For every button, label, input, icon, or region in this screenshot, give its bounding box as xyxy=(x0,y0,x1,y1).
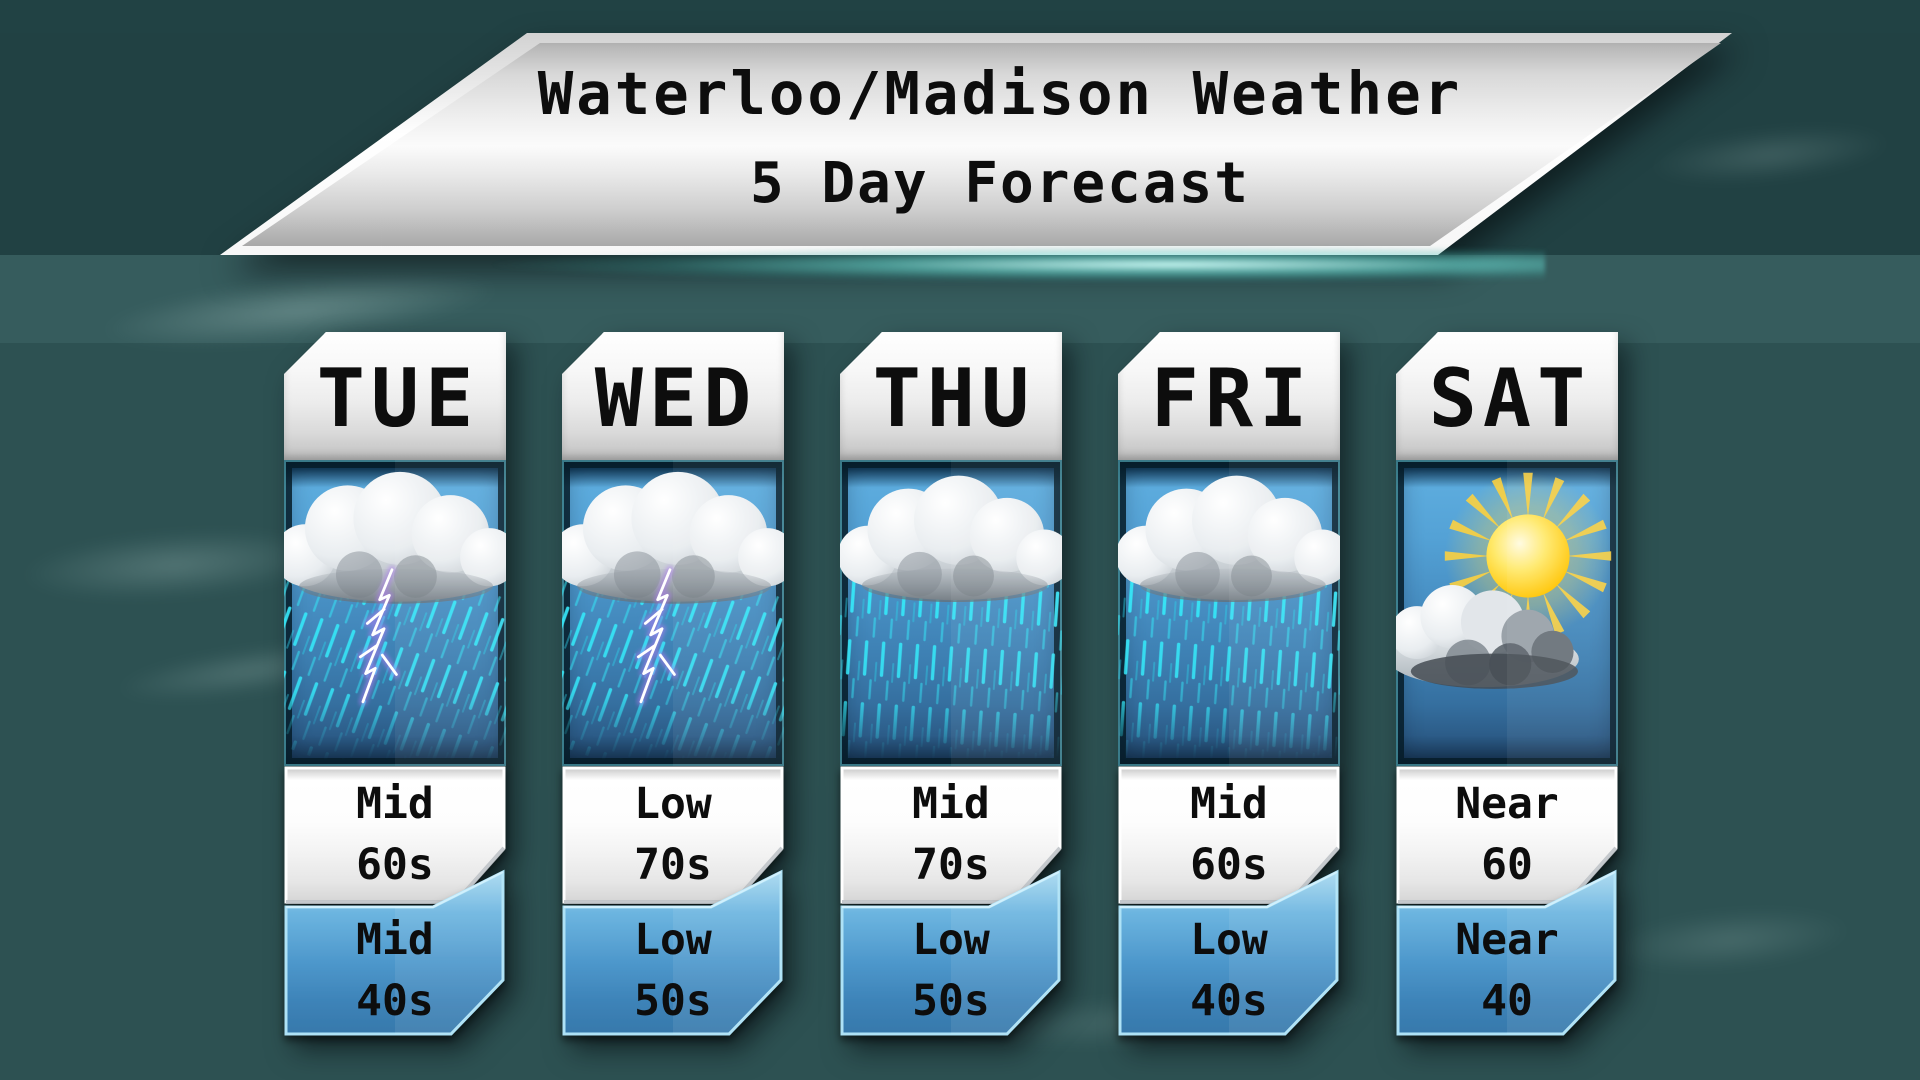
weather-icon-panel xyxy=(840,460,1062,766)
weather-icon-panel xyxy=(562,460,784,766)
partly-sunny-icon xyxy=(1396,460,1618,689)
high-temp-text: Mid 60s xyxy=(284,774,506,898)
weather-icon-panel xyxy=(284,460,506,766)
forecast-card-fri: FRI Mid 60s xyxy=(1118,332,1340,1042)
day-header: THU xyxy=(840,332,1062,460)
high-temp-text: Low 70s xyxy=(562,774,784,898)
low-temp-text: Low 50s xyxy=(840,910,1062,1032)
low-qualifier: Low xyxy=(634,915,712,965)
forecast-card-thu: THU Mid 70s xyxy=(840,332,1062,1042)
high-value: 70s xyxy=(912,840,990,890)
high-temp-box xyxy=(562,766,784,904)
high-qualifier: Mid xyxy=(356,779,434,829)
weather-icon-panel xyxy=(1118,460,1340,766)
high-value: 70s xyxy=(634,840,712,890)
forecast-card-wed: WED Low 70s xyxy=(562,332,784,1042)
low-temp-box xyxy=(562,869,783,1036)
day-header: TUE xyxy=(284,332,506,460)
high-temp-text: Near 60 xyxy=(1396,774,1618,898)
low-value: 50s xyxy=(912,976,990,1026)
high-temp-text: Mid 60s xyxy=(1118,774,1340,898)
low-temp-box xyxy=(1118,869,1339,1036)
low-value: 50s xyxy=(634,976,712,1026)
day-label: TUE xyxy=(316,351,480,445)
low-qualifier: Low xyxy=(1190,915,1268,965)
thunderstorm-icon xyxy=(562,471,784,766)
low-value: 40 xyxy=(1481,976,1533,1026)
day-header: FRI xyxy=(1118,332,1340,460)
weather-icon-panel xyxy=(1396,460,1618,766)
high-value: 60s xyxy=(1190,840,1268,890)
high-value: 60 xyxy=(1481,840,1533,890)
day-label: THU xyxy=(872,351,1036,445)
high-qualifier: Low xyxy=(634,779,712,829)
title-banner: Waterloo/Madison Weather 5 Day Forecast xyxy=(200,26,1745,266)
low-temp-box xyxy=(1396,869,1617,1036)
rain-icon xyxy=(1118,475,1340,766)
high-temp-box xyxy=(284,766,506,904)
low-temp-text: Mid 40s xyxy=(284,910,506,1032)
day-label: SAT xyxy=(1428,351,1592,445)
day-header: SAT xyxy=(1396,332,1618,460)
day-label: FRI xyxy=(1150,351,1314,445)
high-temp-box xyxy=(840,766,1062,904)
thunderstorm-icon xyxy=(284,471,506,766)
low-value: 40s xyxy=(1190,976,1268,1026)
day-header: WED xyxy=(562,332,784,460)
low-temp-text: Near 40 xyxy=(1396,910,1618,1032)
forecast-card-tue: TUE Mid 60s xyxy=(284,332,506,1042)
high-qualifier: Near xyxy=(1455,779,1559,829)
forecast-card-sat: SAT Near 60 xyxy=(1396,332,1618,1042)
high-qualifier: Mid xyxy=(1190,779,1268,829)
low-temp-text: Low 50s xyxy=(562,910,784,1032)
low-qualifier: Low xyxy=(912,915,990,965)
high-value: 60s xyxy=(356,840,434,890)
rain-icon xyxy=(840,475,1062,766)
day-label: WED xyxy=(594,351,758,445)
page-title: Waterloo/Madison Weather xyxy=(537,59,1463,128)
background-top-band xyxy=(0,0,1920,33)
low-temp-box xyxy=(284,869,505,1036)
page-subtitle: 5 Day Forecast xyxy=(749,151,1250,216)
low-qualifier: Near xyxy=(1455,915,1559,965)
low-temp-text: Low 40s xyxy=(1118,910,1340,1032)
high-temp-text: Mid 70s xyxy=(840,774,1062,898)
low-qualifier: Mid xyxy=(356,915,434,965)
low-temp-box xyxy=(840,869,1061,1036)
banner-glow-streak xyxy=(205,247,1545,289)
high-qualifier: Mid xyxy=(912,779,990,829)
low-value: 40s xyxy=(356,976,434,1026)
